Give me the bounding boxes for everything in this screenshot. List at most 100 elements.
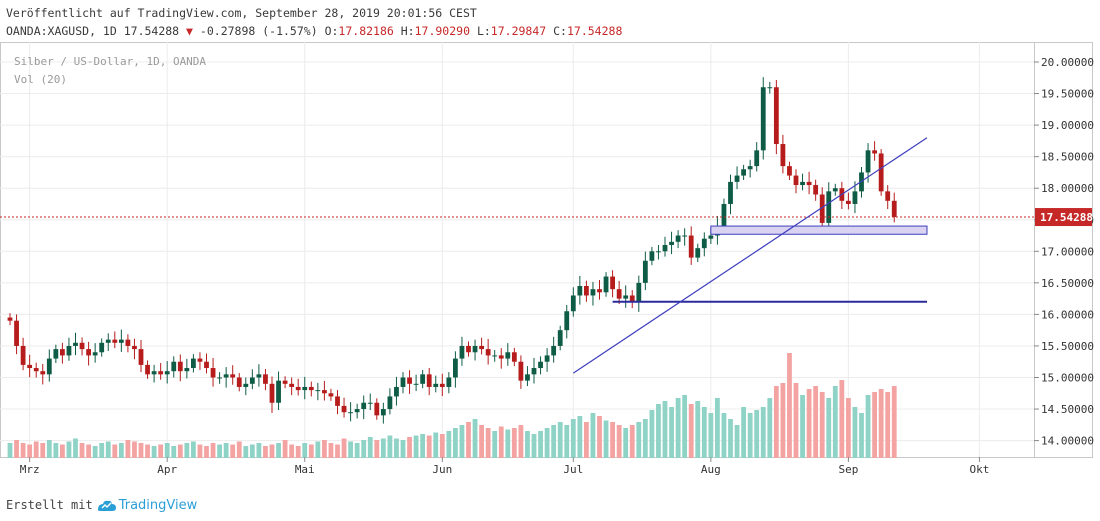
price-chart[interactable]: 20.00000 19.50000 19.00000 18.50000 18.00000…	[0, 42, 1100, 492]
candle[interactable]	[846, 192, 851, 210]
candle[interactable]	[453, 351, 458, 388]
candle[interactable]	[787, 161, 792, 180]
candle[interactable]	[570, 287, 576, 317]
candle[interactable]	[263, 368, 268, 391]
candle[interactable]	[256, 364, 262, 387]
candle[interactable]	[675, 230, 681, 249]
candle[interactable]	[230, 365, 236, 385]
candle[interactable]	[184, 358, 190, 379]
candle[interactable]	[328, 388, 334, 401]
candle[interactable]	[322, 380, 327, 401]
candle[interactable]	[505, 343, 511, 366]
candle[interactable]	[852, 181, 858, 214]
candle[interactable]	[466, 341, 471, 357]
candle[interactable]	[649, 246, 655, 266]
candle[interactable]	[603, 272, 609, 297]
candle[interactable]	[584, 280, 589, 302]
candle[interactable]	[118, 329, 124, 352]
candle[interactable]	[60, 342, 65, 364]
candle[interactable]	[459, 336, 465, 366]
candle[interactable]	[682, 228, 688, 246]
candle[interactable]	[151, 364, 157, 383]
candle[interactable]	[99, 338, 105, 357]
candle[interactable]	[878, 149, 884, 196]
candle[interactable]	[308, 381, 314, 397]
candle[interactable]	[525, 366, 530, 387]
candle[interactable]	[492, 350, 498, 362]
candle[interactable]	[773, 79, 779, 155]
candle[interactable]	[40, 363, 46, 385]
candle[interactable]	[629, 290, 635, 309]
candle[interactable]	[73, 332, 78, 356]
candle[interactable]	[420, 369, 426, 389]
candle[interactable]	[531, 357, 537, 384]
candle[interactable]	[767, 81, 773, 94]
candle[interactable]	[623, 285, 629, 308]
candle[interactable]	[315, 382, 321, 401]
candle[interactable]	[538, 356, 543, 375]
candle[interactable]	[688, 226, 694, 265]
candle[interactable]	[669, 231, 674, 255]
candle[interactable]	[132, 338, 137, 360]
candle[interactable]	[872, 141, 877, 161]
candle[interactable]	[335, 390, 340, 415]
candle[interactable]	[728, 174, 733, 215]
candle[interactable]	[413, 374, 419, 392]
candle[interactable]	[793, 169, 799, 194]
candle[interactable]	[551, 336, 557, 363]
candle[interactable]	[302, 376, 308, 400]
candle[interactable]	[217, 372, 222, 384]
candle[interactable]	[734, 166, 740, 190]
candle[interactable]	[204, 353, 209, 374]
candle[interactable]	[819, 187, 825, 234]
candle[interactable]	[813, 179, 819, 201]
candle[interactable]	[695, 243, 701, 263]
candle[interactable]	[636, 275, 642, 312]
candle[interactable]	[27, 354, 33, 378]
candle[interactable]	[597, 280, 602, 300]
drawings[interactable]	[0, 137, 1034, 374]
candle[interactable]	[361, 395, 367, 420]
candle[interactable]	[387, 388, 393, 415]
candle[interactable]	[400, 372, 406, 394]
candle[interactable]	[249, 369, 255, 390]
candles[interactable]	[7, 77, 897, 424]
candle[interactable]	[341, 397, 347, 418]
candle[interactable]	[243, 377, 249, 396]
candle[interactable]	[865, 143, 871, 183]
candle[interactable]	[577, 275, 583, 305]
candle[interactable]	[610, 270, 615, 298]
candle[interactable]	[485, 339, 491, 365]
candle[interactable]	[276, 371, 281, 410]
candle[interactable]	[191, 354, 196, 373]
candle[interactable]	[832, 183, 838, 196]
time-axis[interactable]: Mrz Apr Mai Jun Jul Aug Sep Okt	[20, 457, 990, 476]
candle[interactable]	[14, 314, 19, 355]
candle[interactable]	[269, 376, 275, 413]
candle[interactable]	[616, 280, 622, 304]
candle[interactable]	[826, 182, 832, 231]
candle[interactable]	[112, 331, 118, 349]
candle[interactable]	[518, 355, 524, 389]
candle[interactable]	[564, 304, 570, 339]
candle[interactable]	[891, 192, 897, 223]
support-zone[interactable]	[710, 225, 928, 235]
candle[interactable]	[177, 354, 183, 382]
candle[interactable]	[348, 402, 353, 422]
candle[interactable]	[197, 352, 203, 370]
candle[interactable]	[800, 173, 805, 191]
candle[interactable]	[394, 376, 399, 406]
candle[interactable]	[498, 348, 504, 369]
candle[interactable]	[590, 281, 596, 306]
candle[interactable]	[86, 341, 91, 366]
candle[interactable]	[223, 367, 229, 388]
candle[interactable]	[446, 372, 452, 394]
candle[interactable]	[544, 348, 550, 372]
candle[interactable]	[701, 232, 707, 257]
candle[interactable]	[164, 361, 170, 384]
candle[interactable]	[433, 375, 439, 393]
candle[interactable]	[747, 159, 753, 178]
candle[interactable]	[158, 362, 164, 380]
candle[interactable]	[806, 171, 812, 195]
candle[interactable]	[780, 134, 786, 174]
